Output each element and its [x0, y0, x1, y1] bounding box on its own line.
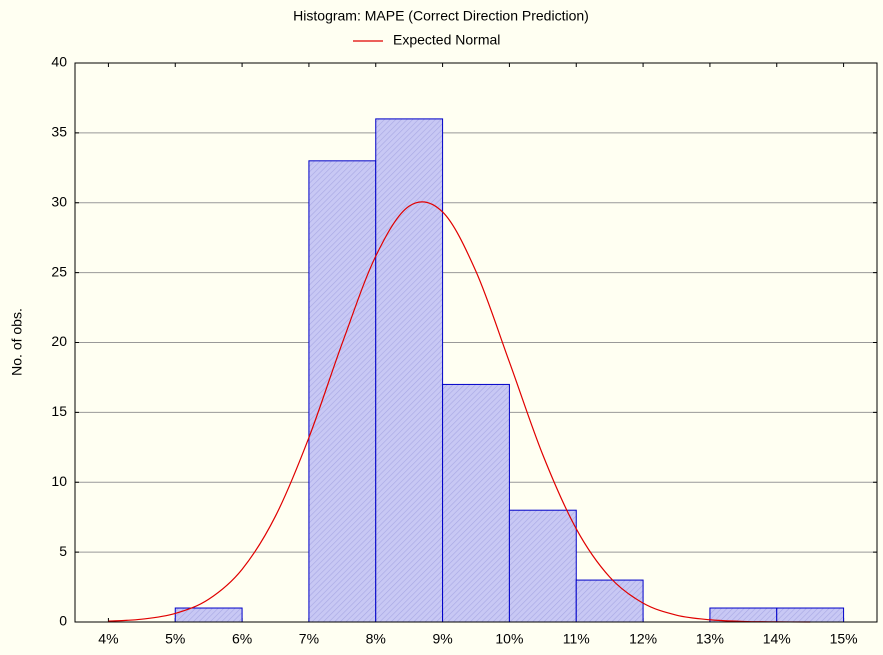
- x-tick-label: 9%: [432, 631, 452, 647]
- y-tick-label: 0: [59, 613, 67, 629]
- y-tick-label: 25: [51, 263, 67, 279]
- x-tick-label: 7%: [299, 631, 319, 647]
- chart-title: Histogram: MAPE (Correct Direction Predi…: [293, 8, 589, 24]
- y-axis-label: No. of obs.: [9, 308, 25, 376]
- y-tick-label: 40: [51, 54, 67, 70]
- bar: [375, 118, 444, 623]
- x-tick-label: 8%: [366, 631, 386, 647]
- x-tick-label: 12%: [629, 631, 657, 647]
- y-tick-label: 10: [51, 473, 67, 489]
- x-tick-label: 5%: [165, 631, 185, 647]
- x-tick-label: 6%: [232, 631, 252, 647]
- bar: [442, 383, 510, 623]
- bar: [308, 160, 377, 623]
- x-tick-label: 14%: [763, 631, 791, 647]
- y-tick-label: 35: [51, 124, 67, 140]
- bar: [575, 579, 644, 623]
- legend-label: Expected Normal: [393, 32, 500, 48]
- plot-frame: [74, 62, 878, 623]
- y-tick-label: 20: [51, 333, 67, 349]
- bar: [776, 607, 845, 623]
- normal-curve: [108, 201, 811, 623]
- bar: [508, 509, 577, 623]
- x-tick-label: 10%: [495, 631, 523, 647]
- y-tick-label: 5: [59, 543, 67, 559]
- legend: Expected Normal: [353, 32, 500, 48]
- y-tick-label: 15: [51, 403, 67, 419]
- x-tick-label: 4%: [98, 631, 118, 647]
- y-tick-label: 30: [51, 193, 67, 209]
- x-tick-label: 13%: [696, 631, 724, 647]
- x-tick-label: 11%: [563, 631, 590, 647]
- x-tick-label: 15%: [830, 631, 858, 647]
